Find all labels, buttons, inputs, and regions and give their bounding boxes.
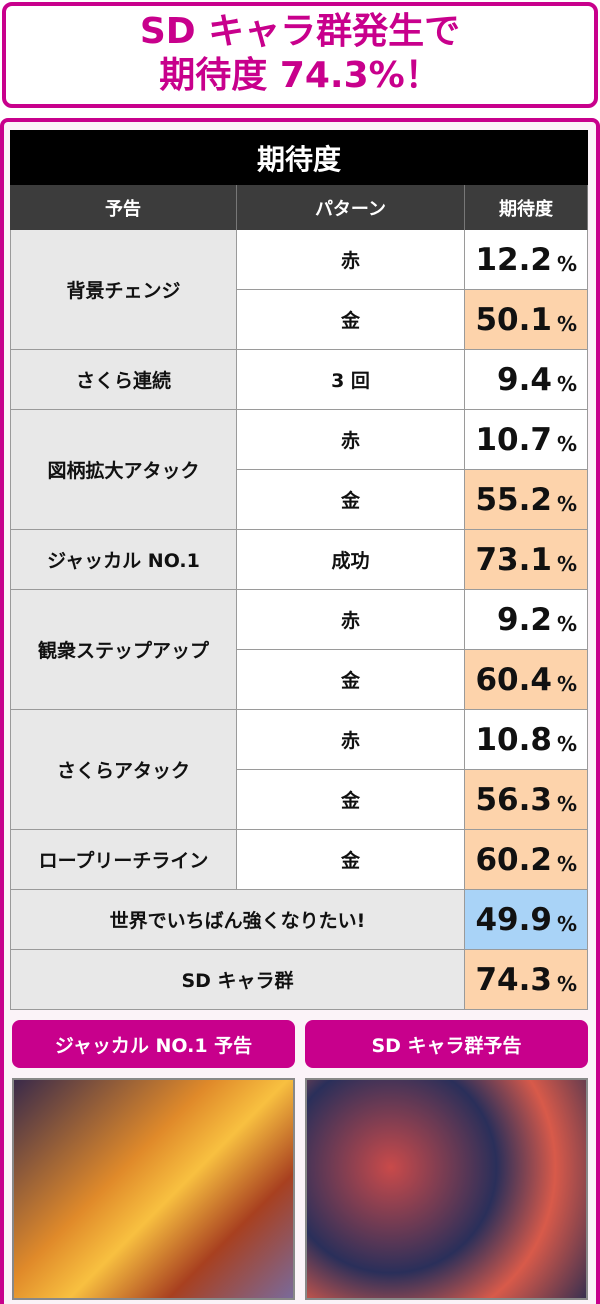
screenshot-image — [305, 1078, 588, 1300]
unit: % — [556, 731, 577, 756]
pattern-cell: 金 — [237, 290, 465, 350]
announce-cell: 世界でいちばん強くなりたい! — [10, 890, 465, 950]
panel-label: ジャッカル NO.1 予告 — [12, 1020, 295, 1068]
pattern-cell: 赤 — [237, 230, 465, 290]
announce-cell: 背景チェンジ — [10, 230, 237, 350]
value: 50.1 — [475, 301, 552, 338]
value: 10.8 — [475, 721, 552, 758]
value-cell: 50.1% — [465, 290, 588, 350]
pattern-cell: 3 回 — [237, 350, 465, 410]
column-header: 予告 — [10, 185, 237, 230]
announce-cell: さくらアタック — [10, 710, 237, 830]
value: 55.2 — [475, 481, 552, 518]
pattern-cell: 赤 — [237, 410, 465, 470]
column-header: パターン — [237, 185, 465, 230]
header-title: SD キャラ群発生で — [139, 11, 461, 52]
header-title: 期待度 74.3%！ — [159, 55, 441, 96]
announce-cell: ロープリーチライン — [10, 830, 237, 890]
value-cell: 55.2% — [465, 470, 588, 530]
value: 74.3 — [475, 961, 552, 998]
unit: % — [556, 491, 577, 516]
announce-cell: さくら連続 — [10, 350, 237, 410]
value: 60.4 — [475, 661, 552, 698]
value-cell: 49.9% — [465, 890, 588, 950]
value-cell: 10.8% — [465, 710, 588, 770]
value: 73.1 — [475, 541, 552, 578]
value-cell: 9.4% — [465, 350, 588, 410]
announce-cell: 観衆ステップアップ — [10, 590, 237, 710]
column-header: 期待度 — [465, 185, 588, 230]
unit: % — [556, 311, 577, 336]
value: 60.2 — [475, 841, 552, 878]
unit: % — [556, 371, 577, 396]
unit: % — [556, 671, 577, 696]
pattern-cell: 金 — [237, 470, 465, 530]
value-cell: 12.2% — [465, 230, 588, 290]
announce-cell: 図柄拡大アタック — [10, 410, 237, 530]
value: 10.7 — [475, 421, 552, 458]
value: 49.9 — [475, 901, 552, 938]
value-cell: 60.4% — [465, 650, 588, 710]
screenshot-image — [12, 1078, 295, 1300]
value: 9.4 — [497, 361, 552, 398]
pattern-cell: 成功 — [237, 530, 465, 590]
unit: % — [556, 551, 577, 576]
value: 9.2 — [497, 601, 552, 638]
announce-cell: ジャッカル NO.1 — [10, 530, 237, 590]
table-title: 期待度 — [10, 130, 588, 185]
header-box: SD キャラ群発生で 期待度 74.3%！ — [2, 2, 598, 108]
unit: % — [556, 791, 577, 816]
unit: % — [556, 611, 577, 636]
pattern-cell: 赤 — [237, 710, 465, 770]
unit: % — [556, 431, 577, 456]
panel-label: SD キャラ群予告 — [305, 1020, 588, 1068]
unit: % — [556, 911, 577, 936]
value: 12.2 — [475, 241, 552, 278]
value-cell: 74.3% — [465, 950, 588, 1010]
unit: % — [556, 971, 577, 996]
pattern-cell: 金 — [237, 650, 465, 710]
unit: % — [556, 251, 577, 276]
value: 56.3 — [475, 781, 552, 818]
pattern-cell: 金 — [237, 770, 465, 830]
value-cell: 56.3% — [465, 770, 588, 830]
value-cell: 10.7% — [465, 410, 588, 470]
pattern-cell: 赤 — [237, 590, 465, 650]
announce-cell: SD キャラ群 — [10, 950, 465, 1010]
value-cell: 73.1% — [465, 530, 588, 590]
value-cell: 9.2% — [465, 590, 588, 650]
value-cell: 60.2% — [465, 830, 588, 890]
pattern-cell: 金 — [237, 830, 465, 890]
unit: % — [556, 851, 577, 876]
